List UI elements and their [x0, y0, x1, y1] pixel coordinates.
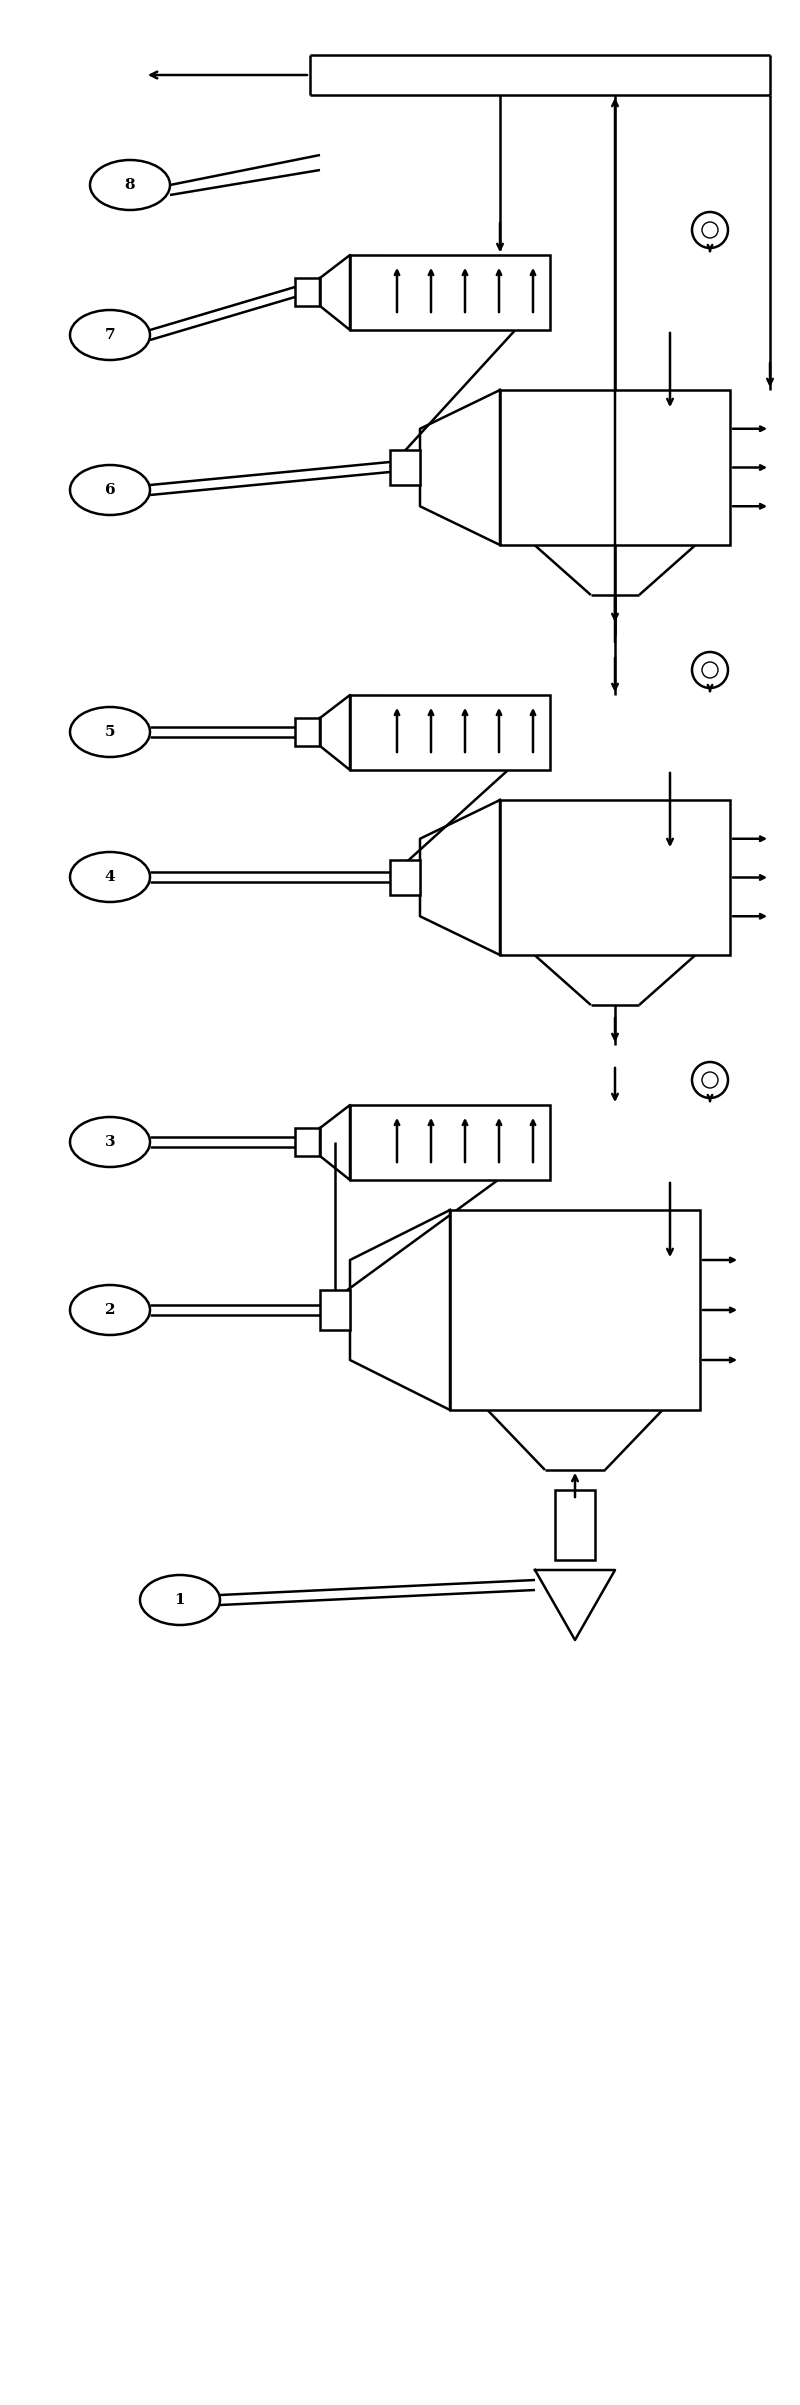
Bar [450, 1210, 700, 1409]
Polygon shape [320, 1104, 350, 1181]
Text: 3: 3 [105, 1135, 115, 1150]
Bar [350, 1104, 550, 1181]
Ellipse shape [140, 1575, 220, 1626]
Ellipse shape [70, 851, 150, 902]
Ellipse shape [70, 1284, 150, 1335]
Text: 5: 5 [105, 724, 115, 738]
Bar [295, 279, 320, 305]
Polygon shape [535, 1570, 615, 1640]
Bar [350, 255, 550, 329]
Ellipse shape [70, 310, 150, 361]
Circle shape [702, 221, 718, 238]
Bar [500, 801, 730, 955]
Bar [350, 695, 550, 770]
Bar [390, 861, 420, 895]
Polygon shape [350, 1210, 450, 1409]
Circle shape [692, 652, 728, 688]
Text: 4: 4 [105, 871, 115, 885]
Ellipse shape [70, 464, 150, 515]
Bar [295, 1128, 320, 1157]
Bar [390, 450, 420, 486]
Bar [320, 1289, 350, 1330]
Text: 6: 6 [105, 483, 115, 498]
Ellipse shape [70, 707, 150, 758]
Text: 1: 1 [174, 1592, 186, 1607]
Ellipse shape [90, 161, 170, 209]
Polygon shape [320, 255, 350, 329]
Text: 7: 7 [105, 327, 115, 342]
Bar [295, 719, 320, 746]
Circle shape [702, 1073, 718, 1087]
Circle shape [692, 1063, 728, 1099]
Bar [500, 390, 730, 546]
Circle shape [702, 661, 718, 678]
Polygon shape [320, 695, 350, 770]
Polygon shape [420, 801, 500, 955]
Text: 2: 2 [105, 1304, 115, 1318]
Circle shape [692, 212, 728, 248]
Text: 8: 8 [125, 178, 135, 192]
Polygon shape [420, 390, 500, 546]
Bar [555, 1491, 595, 1561]
Ellipse shape [70, 1116, 150, 1166]
